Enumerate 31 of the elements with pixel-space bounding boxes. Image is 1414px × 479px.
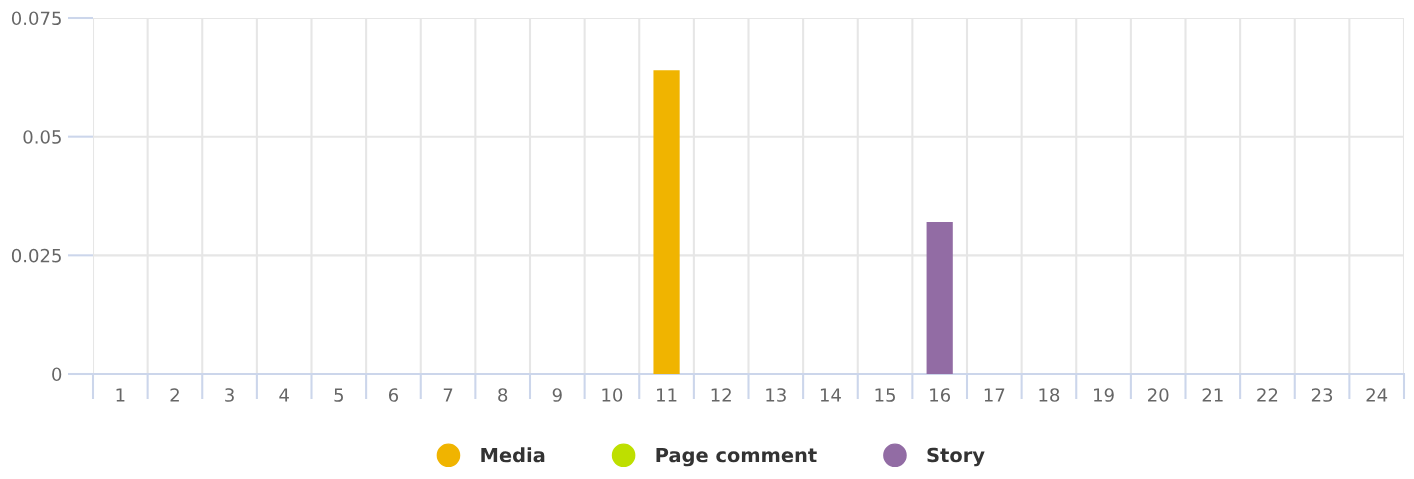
x-tick-label: 22: [1257, 388, 1278, 402]
x-tick-label: 2: [170, 388, 179, 402]
y-tick-label: 0.05: [23, 130, 61, 144]
x-tick-label: 4: [279, 388, 289, 402]
y-tick-label: 0.025: [11, 248, 61, 263]
x-tick-label: 13: [766, 388, 786, 402]
x-tick-label: 16: [930, 388, 951, 402]
x-tick-label: 20: [1148, 388, 1169, 402]
x-tick-label: 3: [225, 388, 234, 402]
legend-label: Media: [481, 447, 545, 463]
x-tick-label: 24: [1366, 388, 1388, 402]
x-tick-label: 21: [1202, 388, 1223, 402]
y-tick-label: 0.075: [11, 11, 61, 26]
x-tick-label: 5: [334, 388, 343, 402]
x-tick-label: 17: [984, 388, 1005, 402]
x-tick-label: 10: [602, 388, 623, 402]
x-tick-label: 8: [498, 388, 508, 402]
x-tick-label: 12: [711, 388, 731, 402]
x-tick-label: 14: [820, 388, 841, 402]
legend-label: Story: [927, 447, 985, 467]
x-tick-label: 23: [1311, 388, 1333, 402]
x-tick-label: 18: [1039, 388, 1060, 402]
x-tick-label: 15: [875, 388, 895, 402]
x-tick-label: 9: [552, 388, 562, 402]
x-tick-label: 19: [1094, 388, 1114, 402]
x-tick-label: 7: [443, 388, 453, 402]
x-tick-label: 6: [388, 388, 399, 402]
x-tick-label: 1: [116, 388, 125, 402]
y-tick-label: 0: [52, 367, 62, 382]
legend-label: Page comment: [656, 447, 817, 467]
x-tick-label: 11: [657, 388, 677, 402]
